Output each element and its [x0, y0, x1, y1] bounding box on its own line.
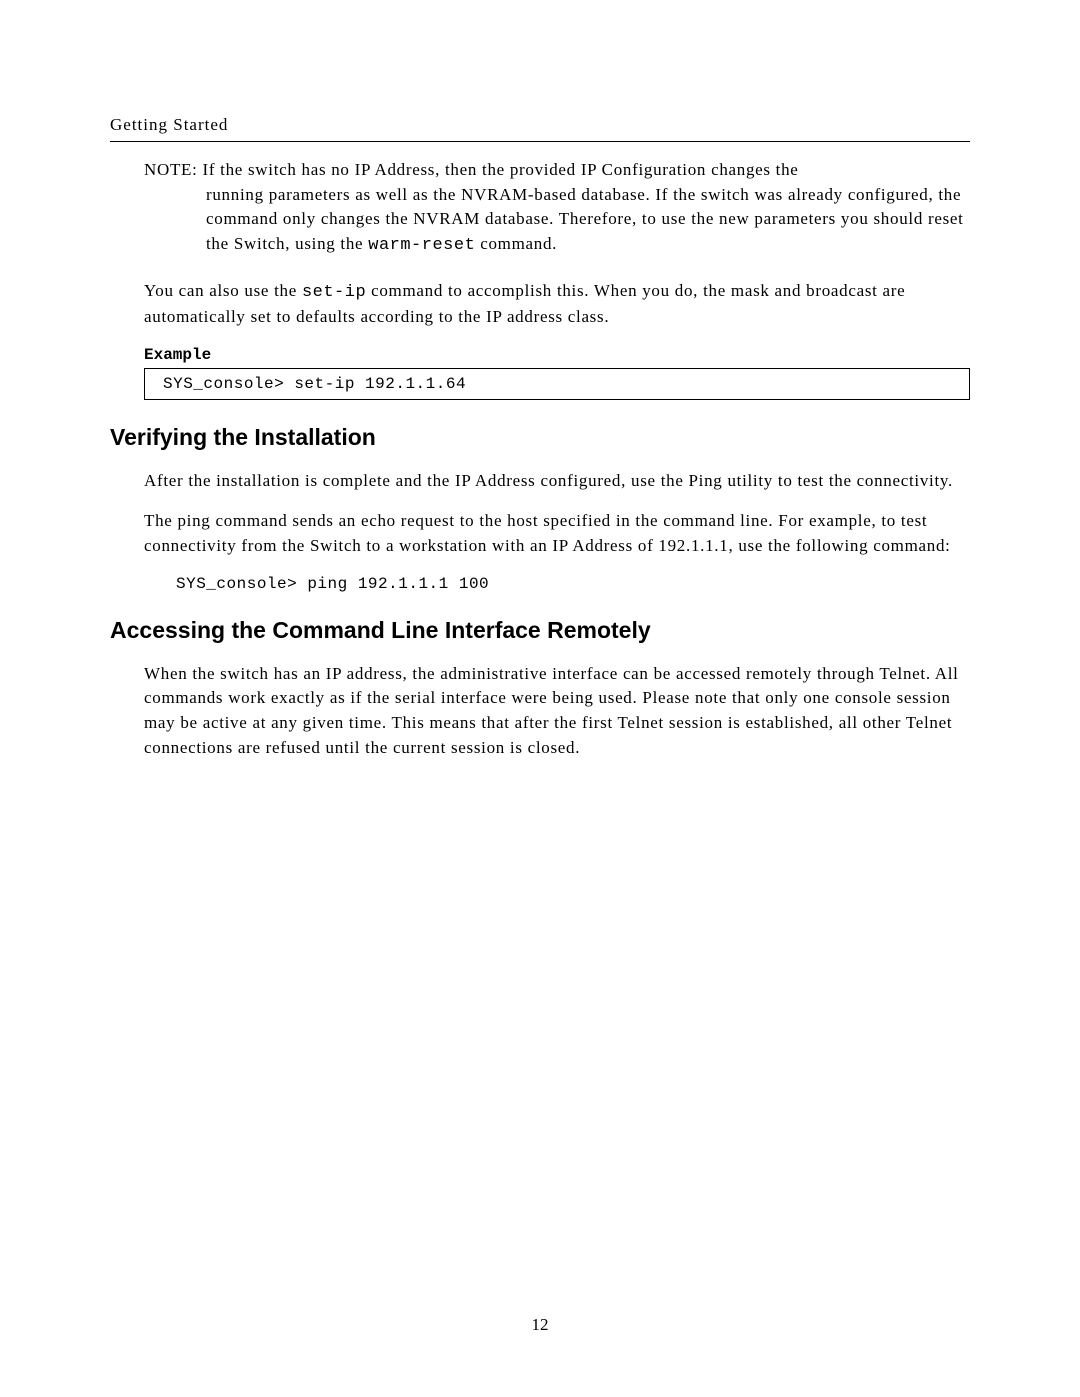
note-inline-code: warm-reset	[368, 236, 475, 255]
note-text-3: command.	[475, 234, 557, 253]
section2-para1: When the switch has an IP address, the a…	[110, 662, 970, 761]
paragraph-setip: You can also use the set-ip command to a…	[110, 279, 970, 330]
header-title: Getting Started	[110, 115, 970, 135]
section-heading-verifying: Verifying the Installation	[110, 424, 970, 451]
section1-para2: The ping command sends an echo request t…	[110, 509, 970, 558]
page-header: Getting Started	[110, 115, 970, 142]
note-text-2: running parameters as well as the NVRAM-…	[206, 185, 964, 253]
note-text-1: If the switch has no IP Address, then th…	[203, 160, 799, 179]
para1-text-a: You can also use the	[144, 281, 302, 300]
para1-code: set-ip	[302, 283, 366, 302]
page-number: 12	[0, 1315, 1080, 1335]
example-label: Example	[110, 346, 970, 364]
note-label: NOTE:	[144, 160, 198, 179]
example-code-box: SYS_console> set-ip 192.1.1.64	[144, 368, 970, 400]
section-heading-accessing: Accessing the Command Line Interface Rem…	[110, 617, 970, 644]
section1-code: SYS_console> ping 192.1.1.1 100	[110, 575, 970, 593]
note-block: NOTE: If the switch has no IP Address, t…	[110, 158, 970, 259]
note-continuation: running parameters as well as the NVRAM-…	[144, 183, 970, 259]
section1-para1: After the installation is complete and t…	[110, 469, 970, 494]
header-rule	[110, 141, 970, 142]
